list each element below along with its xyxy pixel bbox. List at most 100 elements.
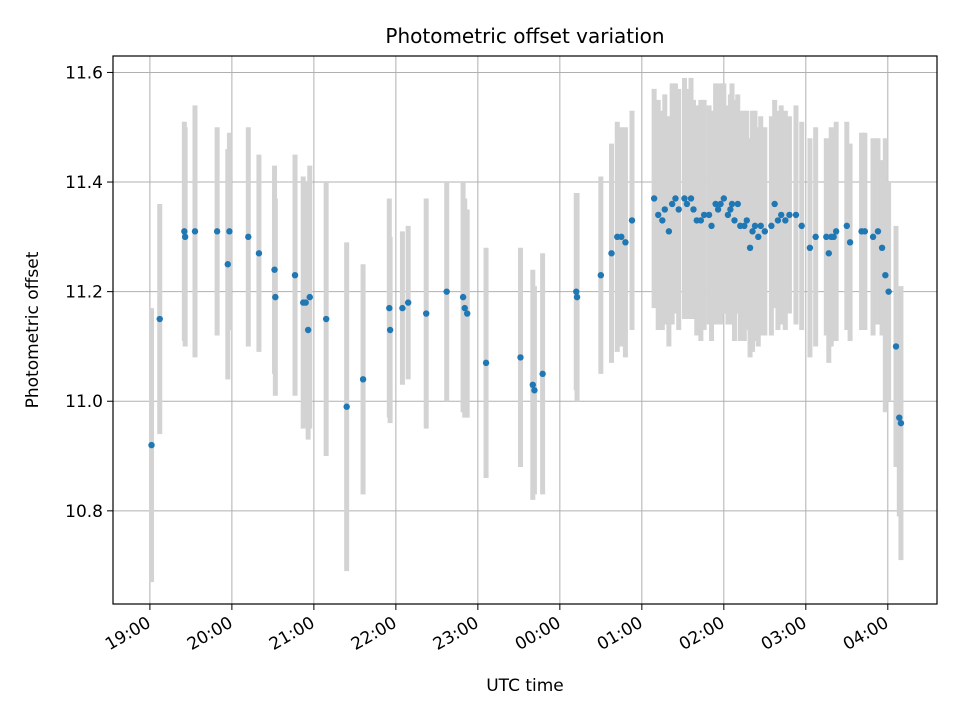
data-point [661,206,668,213]
data-point [861,228,869,235]
data-point [622,239,629,246]
y-tick-label: 11.0 [65,392,103,412]
x-tick-label: 00:00 [512,613,564,655]
data-point [798,222,805,230]
data-point [386,326,394,334]
data-point [517,354,524,361]
data-point [734,200,741,208]
data-point [482,359,490,367]
data-point [271,266,278,273]
data-point [668,200,676,208]
data-point [896,414,903,421]
data-point [628,217,636,224]
y-tick-label: 11.2 [65,283,103,303]
data-point [786,211,793,219]
data-point [386,304,393,312]
data-point [291,272,299,279]
x-tick-label: 22:00 [348,613,400,655]
data-point [181,228,188,235]
data-point [683,200,691,208]
data-point [830,233,837,241]
data-point [675,206,682,213]
data-point [885,288,892,295]
data-point [443,288,450,295]
data-point [731,217,738,224]
x-tick-label: 21:00 [266,613,318,655]
data-point [529,381,536,388]
y-tick-label: 11.4 [65,173,103,193]
axis-ticks: 19:00 20:00 21:00 22:00 23:00 00:00 01:00 02:00… [65,63,892,654]
data-point [712,200,719,208]
data-point [597,272,605,279]
chart-title: Photometric offset variation [385,24,664,48]
data-point [882,272,889,279]
data-point [768,222,775,230]
data-point [761,228,769,235]
data-point [717,200,724,208]
data-point [226,228,233,235]
data-point [156,315,163,323]
data-point [697,217,705,224]
data-point [806,244,814,251]
data-point [720,195,728,202]
x-tick-label: 01:00 [594,613,646,655]
data-point [681,195,688,202]
data-point [727,206,734,213]
data-point [650,195,658,202]
data-point [608,250,615,257]
y-tick-label: 10.8 [65,502,103,522]
data-point [771,200,778,208]
plot-frame [112,55,938,605]
data-point [463,310,471,317]
data-point [672,195,679,202]
data-point [690,206,697,213]
data-point [665,228,673,235]
data-point [191,228,199,235]
data-point [573,288,580,295]
data-point [255,250,263,257]
data-point [700,211,708,219]
data-point [705,211,713,219]
data-point [741,222,748,230]
y-tick-label: 11.6 [65,63,103,83]
data-point [728,200,736,208]
data-point [825,250,832,257]
data-point [846,239,854,246]
data-point [743,217,750,224]
data-point [302,299,309,306]
x-tick-label: 23:00 [430,613,482,655]
data-point [655,211,662,219]
error-bars [149,77,904,583]
data-point [539,370,546,378]
data-point [687,195,695,202]
data-point [749,228,756,235]
data-point [531,387,538,394]
data-point [812,233,819,241]
x-tick-label: 03:00 [758,613,810,655]
data-point [778,211,785,219]
data-point [714,206,722,213]
x-axis-label: UTC time [486,676,564,696]
data-point [404,299,412,306]
data-point [573,293,581,301]
x-tick-label: 19:00 [102,613,154,655]
data-point [874,228,882,235]
data-point [782,217,789,224]
data-point [724,211,732,219]
data-point [878,244,886,251]
data-point [757,222,764,230]
data-points [148,195,905,449]
data-point [181,233,189,241]
data-point [459,293,467,301]
data-point [869,233,877,241]
data-point [461,304,468,312]
data-point [892,343,900,350]
data-point [343,403,350,410]
data-point [399,304,406,312]
data-point [306,293,313,301]
data-point [755,233,762,241]
data-point [359,376,367,383]
x-tick-label: 02:00 [676,613,728,655]
data-point [148,441,155,449]
